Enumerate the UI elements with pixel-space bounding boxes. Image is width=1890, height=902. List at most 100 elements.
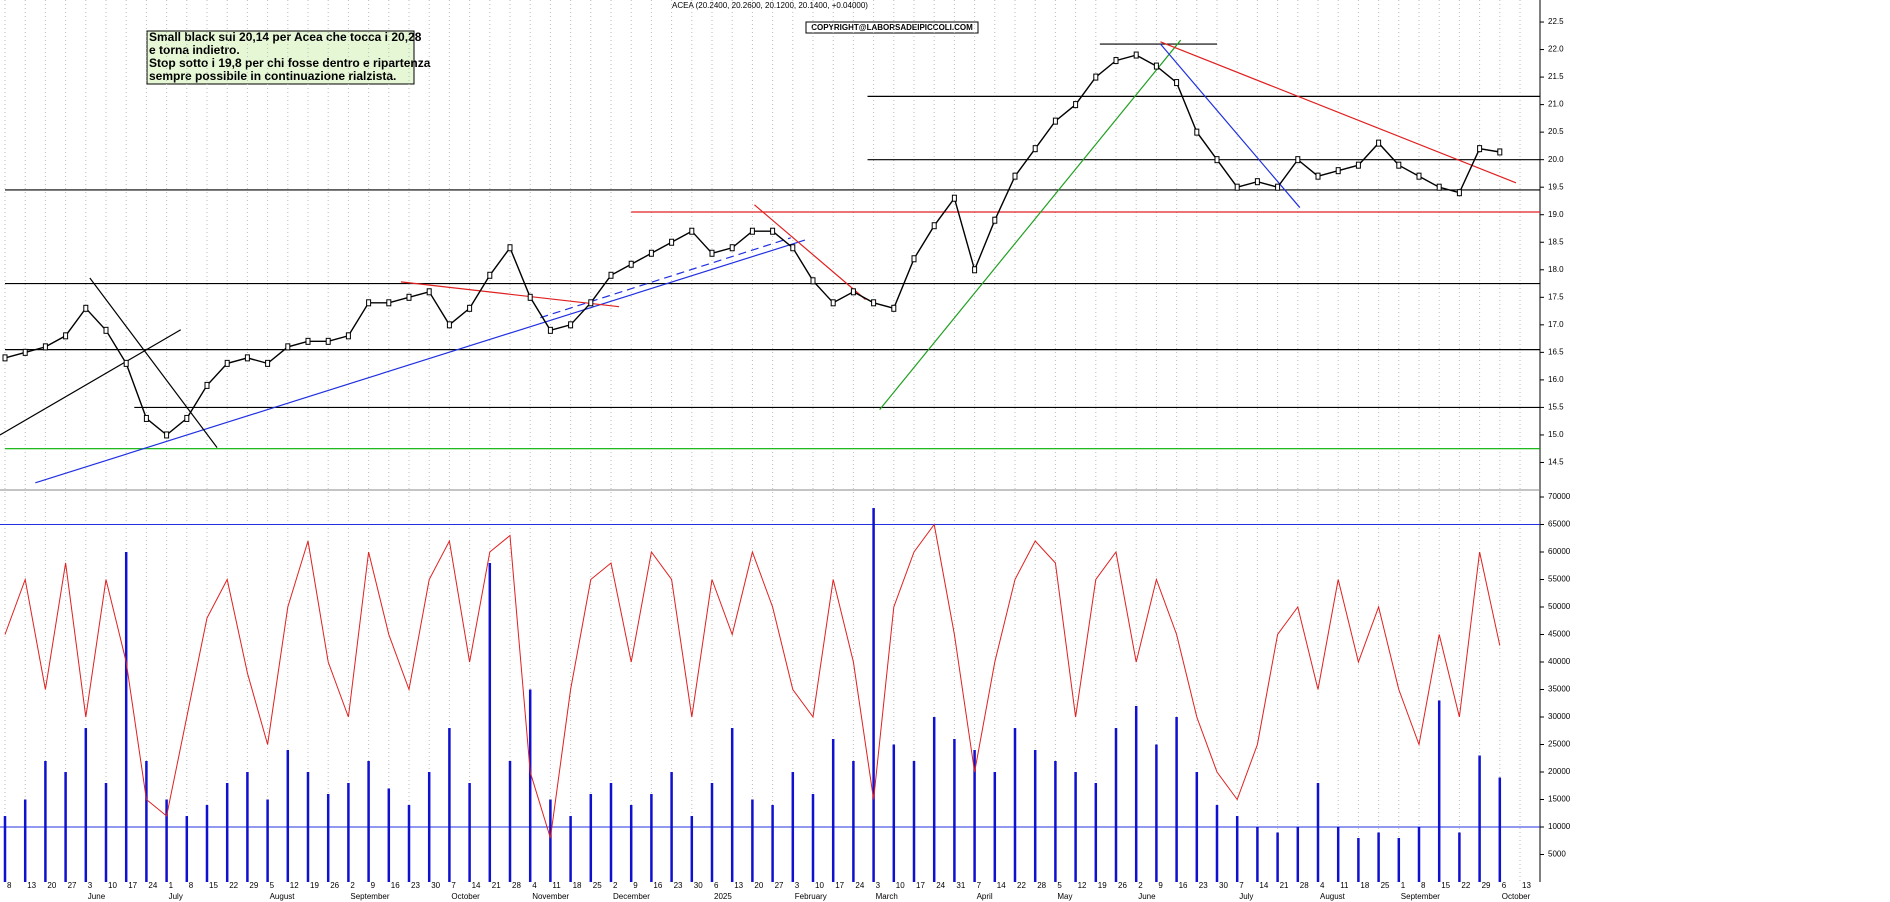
y2-tick-label: 55000 — [1548, 575, 1571, 584]
y-tick-label: 18.5 — [1548, 237, 1564, 246]
x-tick-label: 1 — [169, 881, 174, 890]
price-candle — [42, 343, 48, 351]
price-candle — [265, 359, 271, 367]
x-tick-label: 6 — [1502, 881, 1507, 890]
price-candle — [123, 359, 129, 367]
price-candle — [507, 244, 513, 252]
month-label: November — [532, 892, 569, 901]
chart-title: ACEA (20.2400, 20.2600, 20.1200, 20.1400… — [672, 1, 868, 10]
x-tick-label: 21 — [1280, 881, 1289, 890]
trend-line — [754, 204, 866, 300]
y2-tick-label: 50000 — [1548, 602, 1571, 611]
x-tick-label: 29 — [1482, 881, 1491, 890]
month-label: August — [270, 892, 296, 901]
trend-line — [89, 277, 218, 448]
price-candle — [871, 299, 877, 307]
x-tick-label: 12 — [290, 881, 299, 890]
trend-line — [1160, 41, 1517, 184]
x-tick-label: 21 — [492, 881, 501, 890]
trend-line — [1159, 43, 1301, 208]
price-candle — [689, 227, 695, 235]
x-tick-label: 14 — [1259, 881, 1268, 890]
price-candle — [628, 260, 634, 268]
price-candle — [810, 277, 816, 285]
x-tick-label: 23 — [1199, 881, 1208, 890]
month-label: February — [795, 892, 827, 901]
y2-tick-label: 30000 — [1548, 712, 1571, 721]
x-tick-label: 27 — [68, 881, 77, 890]
month-label: December — [613, 892, 650, 901]
price-candle — [1376, 139, 1382, 147]
price-candle — [1416, 172, 1422, 180]
trend-line — [0, 329, 182, 436]
x-tick-label: 16 — [653, 881, 662, 890]
x-tick-label: 16 — [1179, 881, 1188, 890]
y-tick-label: 17.0 — [1548, 320, 1564, 329]
x-tick-label: 1 — [1401, 881, 1406, 890]
price-candle — [1315, 172, 1321, 180]
month-label: May — [1057, 892, 1072, 901]
trend-line — [540, 237, 791, 319]
x-tick-label: 3 — [876, 881, 881, 890]
month-label: July — [1239, 892, 1253, 901]
y-tick-label: 16.5 — [1548, 347, 1564, 356]
price-candle — [709, 249, 715, 257]
price-candle — [911, 255, 917, 263]
x-tick-label: 11 — [552, 881, 561, 890]
y-tick-label: 15.0 — [1548, 430, 1564, 439]
x-tick-label: 22 — [1461, 881, 1470, 890]
annotation: e torna indietro. — [149, 43, 240, 57]
x-tick-label: 10 — [815, 881, 824, 890]
x-tick-label: 12 — [1078, 881, 1087, 890]
price-candle — [244, 354, 250, 362]
x-tick-label: 3 — [795, 881, 800, 890]
x-tick-label: 5 — [1057, 881, 1062, 890]
y-tick-label: 21.5 — [1548, 72, 1564, 81]
month-label: July — [169, 892, 183, 901]
x-tick-label: 24 — [936, 881, 945, 890]
price-candle — [1436, 183, 1442, 191]
x-tick-label: 14 — [472, 881, 481, 890]
x-tick-label: 25 — [593, 881, 602, 890]
x-tick-label: 9 — [371, 881, 376, 890]
x-tick-label: 17 — [916, 881, 925, 890]
x-tick-label: 13 — [734, 881, 743, 890]
x-tick-label: 8 — [1421, 881, 1426, 890]
month-label: September — [350, 892, 389, 901]
y-tick-label: 19.0 — [1548, 210, 1564, 219]
y-tick-label: 14.5 — [1548, 458, 1564, 467]
month-label: October — [1502, 892, 1531, 901]
y-tick-label: 18.0 — [1548, 265, 1564, 274]
price-candle — [729, 244, 735, 252]
annotation: sempre possibile in continuazione rialzi… — [149, 69, 396, 83]
price-candle — [992, 216, 998, 224]
price-candle — [467, 304, 473, 312]
price-candle — [406, 293, 412, 301]
price-candle — [224, 359, 230, 367]
x-tick-label: 6 — [714, 881, 719, 890]
y2-tick-label: 20000 — [1548, 767, 1571, 776]
month-label: June — [88, 892, 106, 901]
trend-line — [879, 39, 1182, 410]
price-candle — [1477, 145, 1483, 153]
price-candle — [426, 288, 432, 296]
x-tick-label: 25 — [1381, 881, 1390, 890]
price-candle — [1073, 101, 1079, 109]
x-tick-label: 22 — [1017, 881, 1026, 890]
price-candle — [1194, 128, 1200, 136]
x-tick-label: 10 — [896, 881, 905, 890]
price-candle — [749, 227, 755, 235]
trend-line — [400, 281, 620, 308]
x-tick-label: 24 — [148, 881, 157, 890]
x-tick-label: 23 — [674, 881, 683, 890]
x-tick-label: 9 — [633, 881, 638, 890]
price-candle — [1254, 178, 1260, 186]
x-tick-label: 5 — [270, 881, 275, 890]
x-tick-label: 23 — [411, 881, 420, 890]
x-tick-label: 9 — [1158, 881, 1163, 890]
annotation-box — [146, 30, 415, 85]
price-candle — [527, 293, 533, 301]
x-tick-label: 15 — [1441, 881, 1450, 890]
x-tick-label: 7 — [451, 881, 456, 890]
month-label: 2025 — [714, 892, 732, 901]
